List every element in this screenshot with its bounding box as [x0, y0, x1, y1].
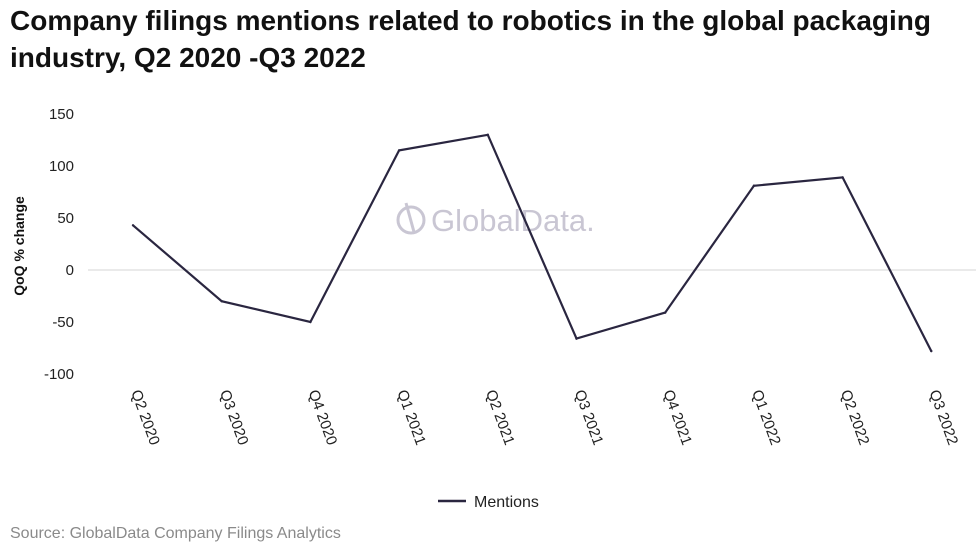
x-tick-label: Q2 2022 — [837, 388, 873, 448]
data-point — [841, 176, 844, 179]
data-point — [752, 184, 756, 187]
globaldata-watermark: GlobalData. — [396, 202, 595, 238]
globaldata-logo-icon — [396, 202, 426, 235]
series-line-mentions — [132, 133, 933, 352]
y-axis-ticks: 150 100 50 0 -50 -100 — [44, 106, 74, 383]
data-point — [397, 149, 401, 152]
data-point — [664, 311, 667, 314]
x-tick-label: Q4 2021 — [659, 388, 695, 448]
data-point — [930, 349, 933, 353]
data-point — [220, 300, 223, 303]
y-tick-label: 50 — [57, 210, 74, 227]
x-tick-label: Q3 2022 — [926, 388, 962, 448]
y-tick-label: -50 — [52, 314, 74, 331]
x-tick-label: Q2 2020 — [127, 388, 163, 448]
series-lines — [131, 133, 933, 353]
source-note: Source: GlobalData Company Filings Analy… — [10, 525, 341, 542]
x-axis-ticks: Q2 2020 Q3 2020 Q4 2020 Q1 2021 Q2 2021 Q3 20… — [127, 388, 961, 448]
data-point — [131, 224, 135, 227]
data-point — [309, 320, 312, 324]
y-tick-label: -100 — [44, 366, 74, 383]
legend: Mentions — [438, 494, 539, 511]
data-point — [486, 133, 489, 136]
y-tick-label: 0 — [66, 262, 74, 279]
legend-label-mentions: Mentions — [474, 494, 539, 511]
x-tick-label: Q4 2020 — [305, 388, 341, 448]
y-axis-label: QoQ % change — [11, 196, 27, 296]
x-tick-label: Q3 2020 — [216, 388, 252, 448]
y-tick-label: 150 — [49, 106, 74, 123]
data-point — [575, 337, 578, 340]
x-tick-label: Q2 2021 — [482, 388, 518, 448]
y-tick-label: 100 — [49, 158, 74, 175]
watermark-text: GlobalData. — [431, 203, 595, 238]
x-tick-label: Q1 2022 — [748, 388, 784, 448]
chart-title: Company filings mentions related to robo… — [10, 5, 931, 73]
x-tick-label: Q3 2021 — [571, 388, 607, 448]
x-tick-label: Q1 2021 — [393, 388, 429, 448]
